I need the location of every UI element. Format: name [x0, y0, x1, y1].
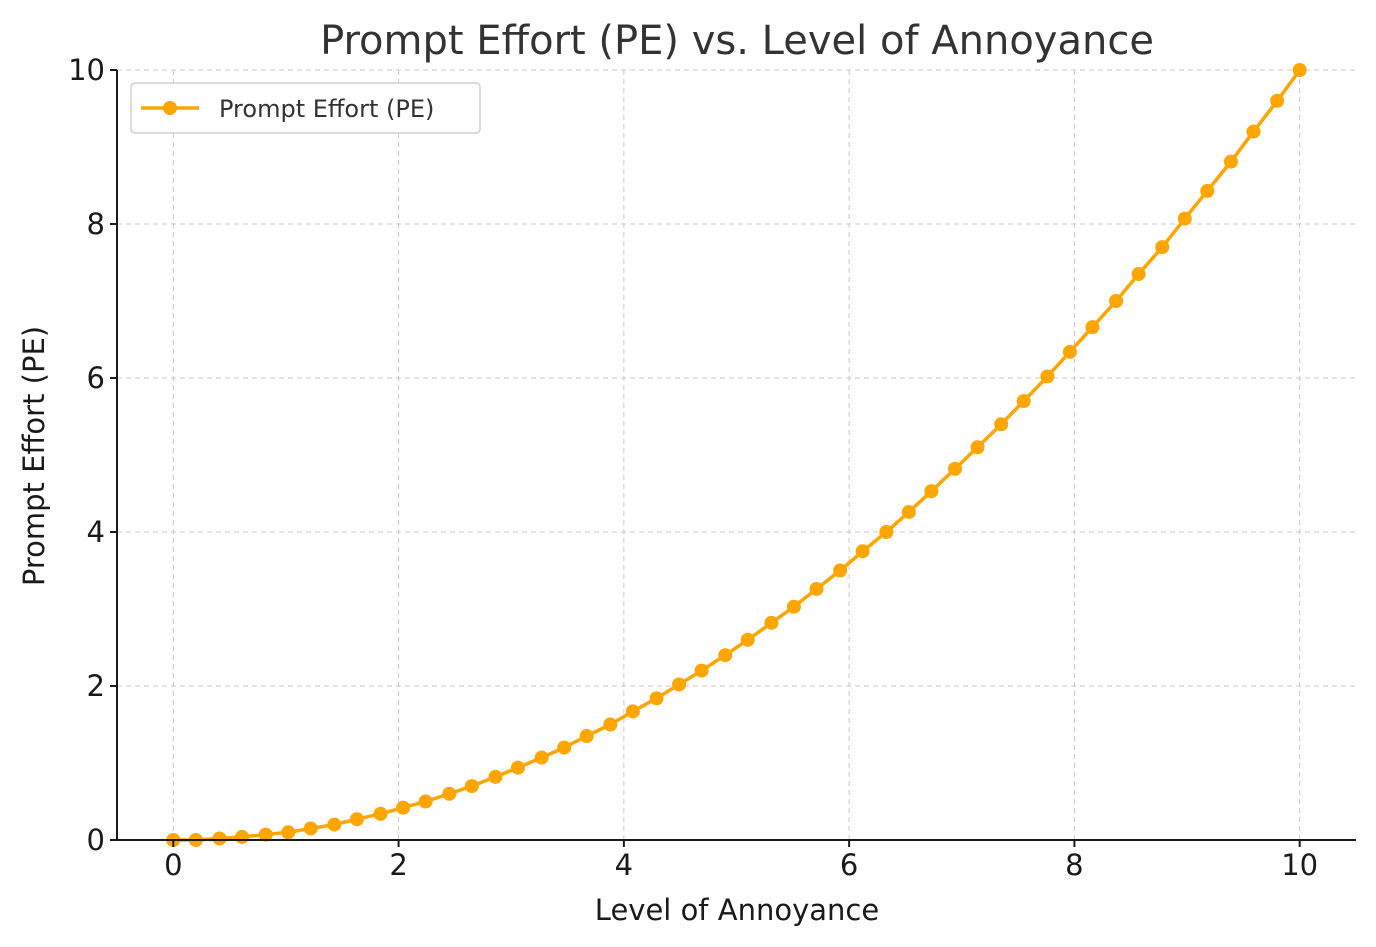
data-point-45: [1200, 183, 1215, 198]
data-point-11: [418, 794, 433, 809]
data-point-4: [258, 827, 273, 842]
y-tick-label-1: 2: [87, 669, 105, 703]
data-point-42: [1131, 267, 1146, 282]
x-tick-label-4: 8: [1065, 848, 1083, 882]
y-tick-label-5: 10: [68, 53, 105, 87]
data-point-6: [303, 821, 318, 836]
y-tick-label-2: 4: [87, 515, 105, 549]
data-point-36: [994, 417, 1009, 432]
data-point-20: [625, 704, 640, 719]
data-point-34: [948, 461, 963, 476]
data-point-46: [1223, 154, 1238, 169]
series-line-0: [173, 68, 1302, 842]
data-point-47: [1246, 124, 1261, 139]
data-point-14: [488, 769, 503, 784]
data-point-22: [672, 677, 687, 692]
data-point-48: [1270, 93, 1285, 108]
data-point-35: [970, 440, 985, 455]
y-axis-ticks: 0 2 4 6 8 10: [68, 53, 117, 857]
data-point-24: [718, 648, 733, 663]
legend-entry-label: Prompt Effort (PE): [219, 95, 434, 123]
y-tick-label-3: 6: [87, 361, 105, 395]
data-point-5: [281, 825, 296, 840]
data-point-25: [740, 632, 755, 647]
data-point-9: [373, 806, 388, 821]
legend-box: [130, 82, 481, 134]
data-point-49: [1292, 63, 1307, 77]
data-point-27: [786, 599, 801, 614]
data-point-38: [1040, 369, 1055, 384]
x-tick-label-5: 10: [1281, 848, 1318, 882]
data-point-28: [809, 581, 824, 596]
data-point-31: [879, 525, 894, 539]
x-axis-label: Level of Annoyance: [595, 893, 879, 927]
x-tick-label-0: 0: [164, 848, 182, 882]
chart-title: Prompt Effort (PE) vs. Level of Annoyanc…: [320, 18, 1154, 64]
data-point-41: [1109, 294, 1124, 308]
data-point-26: [764, 615, 779, 630]
data-point-32: [901, 504, 916, 519]
data-point-23: [694, 663, 709, 678]
data-point-12: [442, 786, 457, 801]
x-tick-label-3: 6: [840, 848, 858, 882]
data-point-16: [534, 750, 549, 765]
grid-lines: [117, 69, 1356, 841]
data-point-3: [235, 829, 250, 844]
data-point-19: [603, 717, 618, 732]
series-layer: [166, 63, 1307, 847]
data-point-43: [1155, 240, 1170, 255]
y-tick-label-0: 0: [87, 823, 105, 857]
data-point-40: [1085, 320, 1100, 335]
legend: Prompt Effort (PE): [130, 82, 481, 134]
y-tick-label-4: 8: [87, 207, 105, 241]
data-point-18: [579, 729, 594, 744]
data-point-8: [349, 812, 364, 827]
data-point-21: [649, 691, 664, 706]
data-point-33: [924, 484, 939, 499]
data-point-39: [1062, 344, 1077, 359]
data-point-7: [327, 817, 342, 832]
legend-marker-swatch: [163, 101, 177, 115]
x-tick-label-1: 2: [389, 848, 407, 882]
data-point-13: [464, 779, 479, 794]
data-point-44: [1177, 211, 1192, 226]
data-point-29: [833, 563, 848, 578]
data-point-15: [510, 760, 525, 775]
data-point-10: [396, 800, 411, 815]
axes: [116, 70, 1356, 841]
data-point-30: [855, 544, 870, 559]
data-point-17: [557, 740, 572, 755]
data-point-2: [212, 831, 227, 846]
data-point-37: [1016, 394, 1031, 409]
x-tick-label-2: 4: [615, 848, 633, 882]
x-axis-ticks: 0 2 4 6 8 10: [164, 840, 1318, 882]
y-axis-label: Prompt Effort (PE): [17, 326, 51, 586]
